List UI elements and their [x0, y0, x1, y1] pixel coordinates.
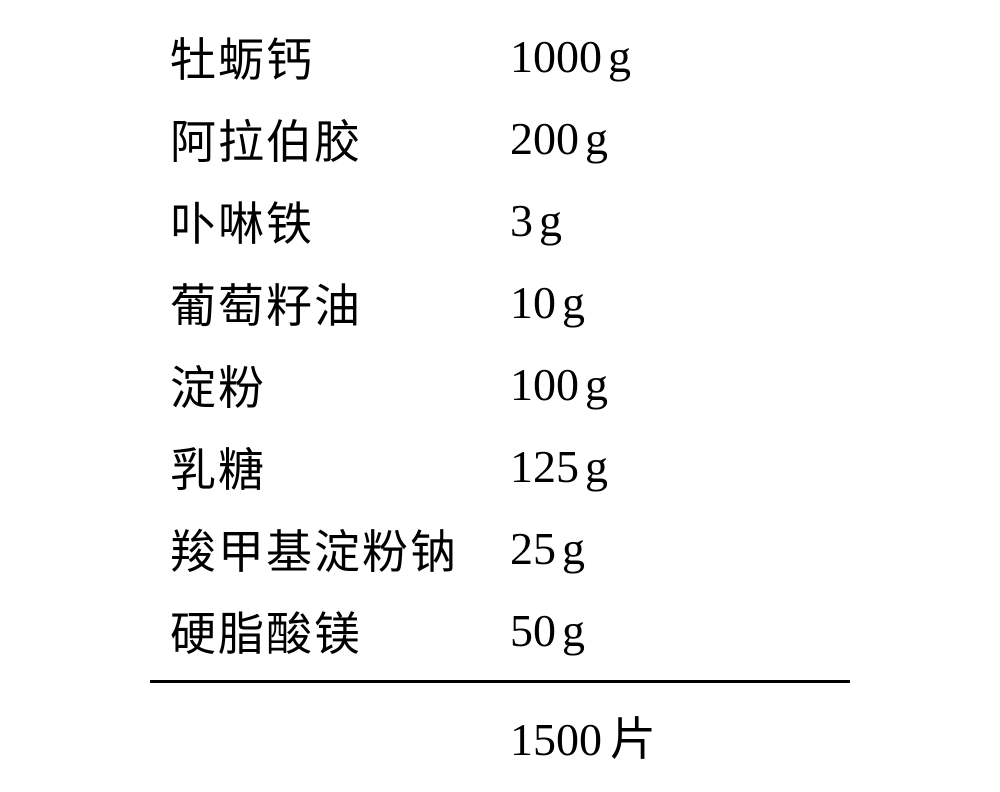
table-row: 阿拉伯胶 200g [150, 98, 850, 180]
amount-unit: g [562, 523, 585, 574]
amount-value: 125 [510, 441, 579, 492]
amount-unit: g [562, 277, 585, 328]
total-value: 1500 [510, 714, 602, 765]
table-row: 葡萄籽油 10g [150, 262, 850, 344]
total-cell: 1500片 [510, 703, 790, 769]
amount-value: 100 [510, 359, 579, 410]
table-row: 卟啉铁 3g [150, 180, 850, 262]
ingredient-cell: 卟啉铁 [150, 188, 510, 254]
amount-value: 50 [510, 605, 556, 656]
amount-cell: 125g [510, 440, 790, 493]
amount-value: 10 [510, 277, 556, 328]
amount-unit: g [585, 113, 608, 164]
amount-unit: g [539, 195, 562, 246]
ingredient-cell: 阿拉伯胶 [150, 106, 510, 172]
table-row: 羧甲基淀粉钠 25g [150, 508, 850, 590]
total-row: 1500片 [150, 695, 850, 777]
amount-cell: 50g [510, 604, 790, 657]
amount-value: 3 [510, 195, 533, 246]
amount-cell: 25g [510, 522, 790, 575]
ingredient-cell: 乳糖 [150, 434, 510, 500]
table-row: 乳糖 125g [150, 426, 850, 508]
ingredient-cell: 硬脂酸镁 [150, 598, 510, 664]
amount-value: 200 [510, 113, 579, 164]
amount-value: 1000 [510, 31, 602, 82]
formula-table: 牡蛎钙 1000g 阿拉伯胶 200g 卟啉铁 3g 葡萄籽油 10g 淀粉 1… [150, 16, 850, 777]
table-row: 牡蛎钙 1000g [150, 16, 850, 98]
amount-cell: 200g [510, 112, 790, 165]
amount-cell: 1000g [510, 30, 790, 83]
table-divider [150, 680, 850, 683]
amount-unit: g [585, 441, 608, 492]
amount-unit: g [562, 605, 585, 656]
amount-value: 25 [510, 523, 556, 574]
table-row: 淀粉 100g [150, 344, 850, 426]
amount-cell: 10g [510, 276, 790, 329]
ingredient-cell: 葡萄籽油 [150, 270, 510, 336]
total-unit: 片 [610, 714, 656, 765]
ingredient-cell: 牡蛎钙 [150, 24, 510, 90]
table-row: 硬脂酸镁 50g [150, 590, 850, 672]
ingredient-cell: 羧甲基淀粉钠 [150, 516, 510, 582]
amount-cell: 3g [510, 194, 790, 247]
amount-unit: g [608, 31, 631, 82]
amount-unit: g [585, 359, 608, 410]
ingredient-cell: 淀粉 [150, 352, 510, 418]
amount-cell: 100g [510, 358, 790, 411]
